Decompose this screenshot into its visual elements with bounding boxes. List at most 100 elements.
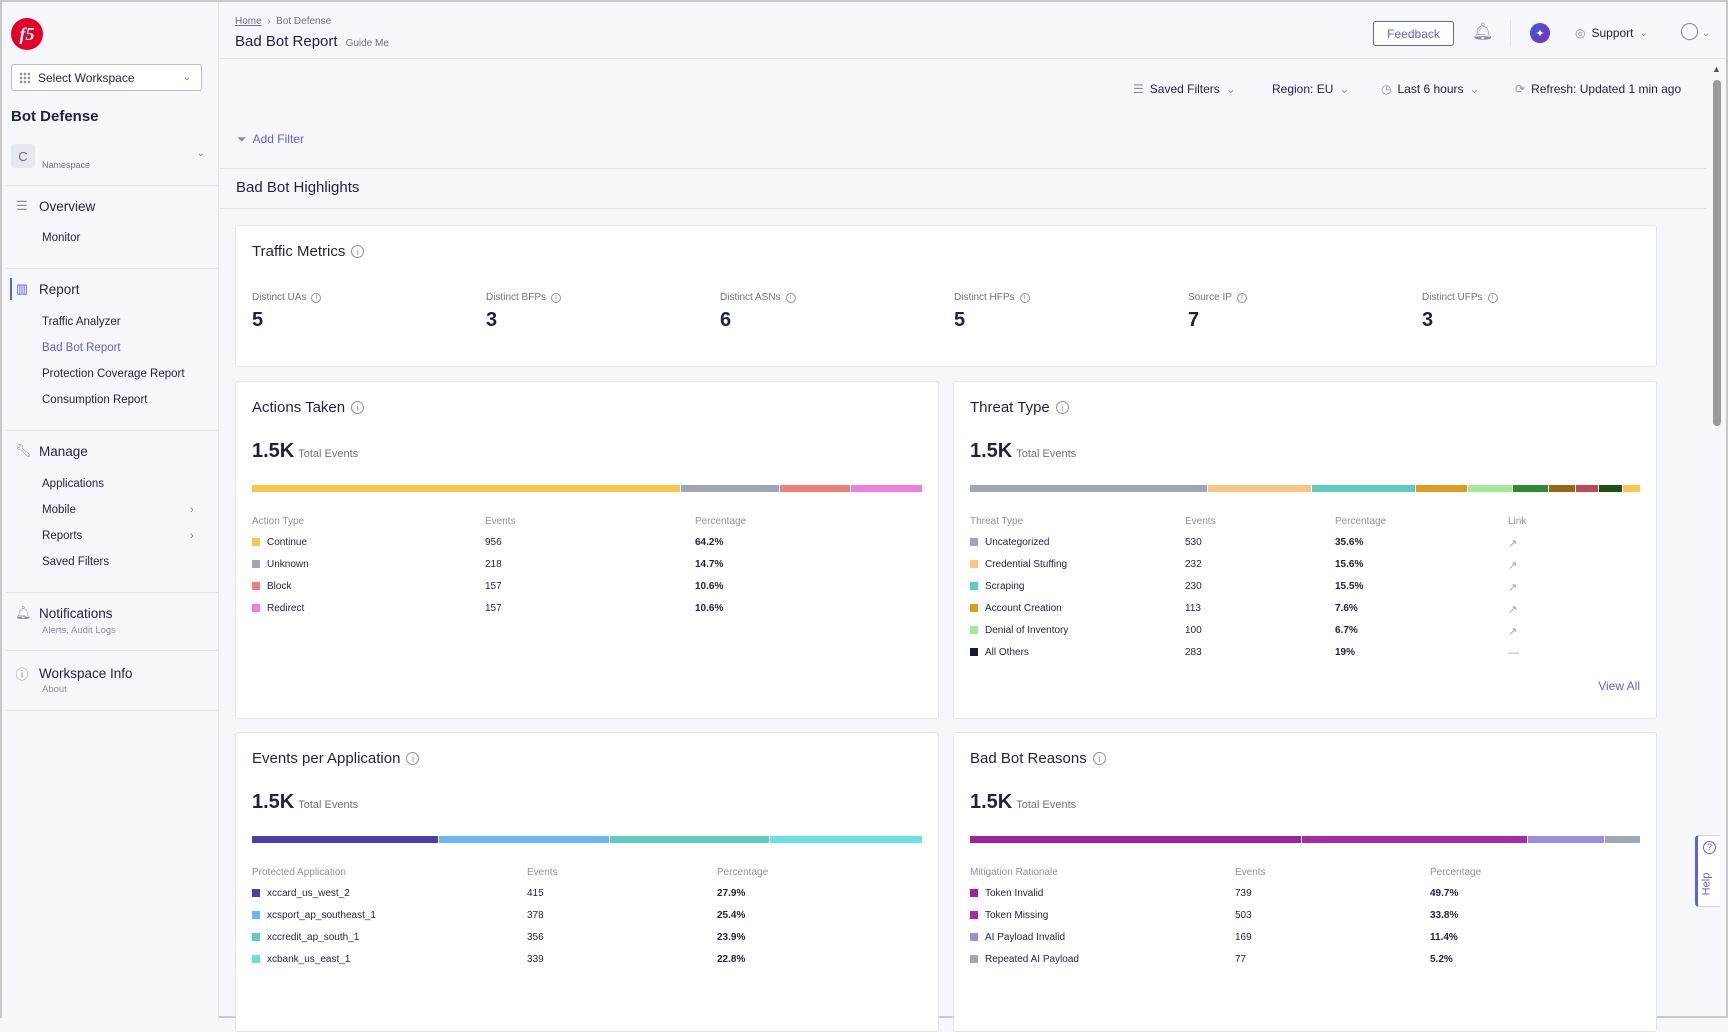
time-range-label: Last 6 hours (1397, 82, 1464, 96)
help-tab[interactable]: ? Help (1695, 835, 1720, 907)
metric-value: 3 (1422, 309, 1434, 331)
metric-label: Distinct ASNs i (720, 292, 796, 303)
row-percentage: 10.6% (695, 603, 724, 614)
add-filter-button[interactable]: ⏷ Add Filter (237, 132, 304, 147)
saved-filters-dropdown[interactable]: ☰ Saved Filters ⌄ (1133, 82, 1236, 96)
row-percentage: 19% (1335, 647, 1356, 658)
sidebar-item-protection-coverage[interactable]: Protection Coverage Report (42, 368, 185, 380)
metric-label: Source IP i (1188, 292, 1247, 303)
sidebar-section-manage[interactable]: 🔧︎ Manage (15, 443, 88, 459)
scrollbar[interactable]: ▲ (1712, 64, 1722, 1024)
row-name: Redirect (252, 603, 304, 614)
external-link-icon[interactable]: ↗ (1508, 604, 1518, 616)
row-events: 157 (485, 581, 502, 592)
bar-segment[interactable] (1528, 836, 1605, 843)
sidebar-item-monitor[interactable]: Monitor (42, 232, 81, 244)
external-link-icon[interactable]: ↗ (1508, 560, 1518, 572)
bar-segment[interactable] (1623, 485, 1641, 492)
bar-segment[interactable] (680, 485, 779, 492)
info-icon[interactable]: i (1019, 292, 1030, 303)
bar-segment[interactable] (1599, 485, 1623, 492)
bar-segment[interactable] (1548, 485, 1575, 492)
scrollbar-thumb[interactable] (1713, 80, 1721, 426)
info-icon[interactable]: i (311, 292, 322, 303)
sidebar-item-traffic-analyzer[interactable]: Traffic Analyzer (42, 316, 121, 328)
row-name: Scraping (970, 581, 1024, 592)
table-row: xccredit_ap_south_1 356 23.9% (252, 932, 922, 946)
metric: Distinct HFPs i 5 (954, 292, 1030, 332)
sidebar-section-workspace-info[interactable]: ⓘ Workspace Info (15, 664, 132, 683)
sidebar-item-consumption-report[interactable]: Consumption Report (42, 394, 148, 406)
refresh-icon: ⟳ (1515, 82, 1526, 96)
bar-segment[interactable] (1605, 836, 1641, 843)
bar-segment[interactable] (1207, 485, 1312, 492)
bar-segment[interactable] (1467, 485, 1513, 492)
info-icon[interactable]: i (785, 292, 796, 303)
namespace-label: Namespace (42, 160, 91, 170)
row-label: xccard_us_west_2 (267, 888, 350, 899)
bar-segment[interactable] (851, 485, 922, 492)
refresh-button[interactable]: ⟳ Refresh: Updated 1 min ago (1515, 82, 1681, 96)
view-all-link[interactable]: View All (1598, 679, 1640, 693)
sidebar-item-mobile[interactable]: Mobile (42, 504, 76, 516)
region-dropdown[interactable]: Region: EU ⌄ (1272, 82, 1349, 96)
guide-me-link[interactable]: Guide Me (345, 38, 389, 49)
bar-segment[interactable] (1513, 485, 1548, 492)
table-row: xcbank_us_east_1 339 22.8% (252, 954, 922, 968)
bell-icon[interactable]: 🔔︎ (1472, 22, 1494, 41)
row-name: Block (252, 581, 291, 592)
bar-segment[interactable] (609, 836, 769, 843)
divider (6, 185, 219, 186)
bar-segment[interactable] (1416, 485, 1467, 492)
info-icon[interactable]: i (1487, 292, 1498, 303)
time-range-dropdown[interactable]: ◷ Last 6 hours ⌄ (1381, 82, 1480, 96)
info-icon[interactable]: i (551, 292, 562, 303)
external-link-icon[interactable]: ↗ (1508, 626, 1518, 638)
sidebar-section-report[interactable]: ▥ Report (15, 281, 80, 297)
f5-logo[interactable]: f5 (11, 18, 43, 50)
info-icon[interactable]: i (1092, 752, 1106, 765)
external-link-icon[interactable]: ↗ (1508, 538, 1518, 550)
info-icon[interactable]: i (406, 752, 420, 765)
info-icon[interactable]: i (1055, 401, 1069, 414)
help-label: Help (1700, 872, 1713, 896)
bar-segment[interactable] (970, 485, 1207, 492)
sidebar-item-bad-bot-report[interactable]: Bad Bot Report (42, 342, 121, 354)
support-menu[interactable]: ◎ Support ⌄ (1575, 26, 1648, 40)
workspace-select[interactable]: Select Workspace ⌄ (11, 64, 202, 91)
bar-segment[interactable] (1312, 485, 1416, 492)
table-row: Redirect 157 10.6% (252, 603, 922, 617)
row-percentage: 23.9% (717, 932, 746, 943)
bar-segment[interactable] (769, 836, 922, 843)
bar-segment[interactable] (779, 485, 851, 492)
bar-segment[interactable] (1575, 485, 1599, 492)
bar-segment[interactable] (252, 485, 680, 492)
table-row: Continue 956 64.2% (252, 537, 922, 551)
legend-swatch (970, 538, 978, 546)
info-icon[interactable]: i (1236, 292, 1247, 303)
divider (1510, 20, 1511, 46)
sidebar-section-notifications[interactable]: 🔔︎ Notifications (15, 605, 113, 621)
breadcrumb-home[interactable]: Home (235, 16, 262, 27)
sidebar-section-overview[interactable]: ☰ Overview (15, 198, 95, 214)
scroll-up-arrow-icon[interactable]: ▲ (1712, 64, 1721, 74)
bar-segment[interactable] (439, 836, 609, 843)
info-icon[interactable]: i (351, 245, 365, 258)
bar-segment[interactable] (970, 836, 1302, 843)
user-avatar-icon[interactable]: ◯ ⌄ (1680, 21, 1711, 40)
section-title: Bad Bot Highlights (236, 179, 360, 196)
external-link-icon[interactable]: ↗ (1508, 582, 1518, 594)
namespace-select[interactable]: C Namespace ⌄ (11, 144, 211, 174)
feedback-button[interactable]: Feedback (1373, 21, 1454, 46)
sidebar-item-applications[interactable]: Applications (42, 478, 105, 490)
bar-segment[interactable] (1302, 836, 1528, 843)
metric-value: 5 (252, 309, 264, 331)
sidebar-item-reports[interactable]: Reports (42, 530, 83, 542)
row-name: Continue (252, 537, 307, 548)
legend-swatch (252, 933, 260, 941)
table-row: Token Missing 503 33.8% (970, 910, 1640, 924)
ai-assistant-icon[interactable]: ✦ (1530, 23, 1550, 43)
bar-segment[interactable] (252, 836, 439, 843)
sidebar-item-saved-filters[interactable]: Saved Filters (42, 556, 110, 568)
info-icon[interactable]: i (351, 401, 365, 414)
